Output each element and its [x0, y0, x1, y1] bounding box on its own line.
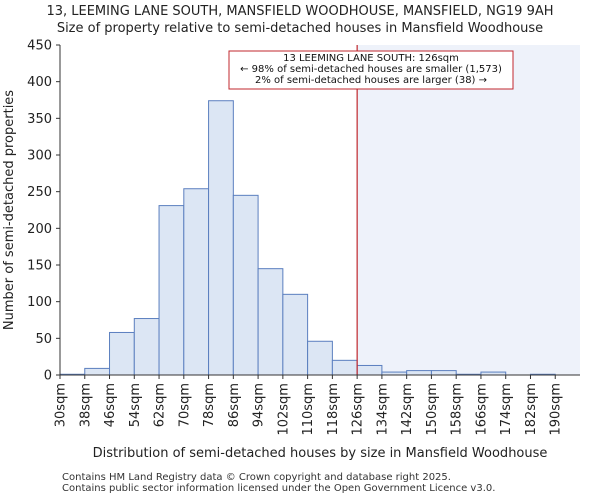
x-tick-label: 126sqm — [351, 383, 366, 436]
y-tick-label: 100 — [27, 295, 52, 310]
footer-line-1: Contains HM Land Registry data © Crown c… — [62, 472, 451, 483]
histogram-chart: 13 LEEMING LANE SOUTH: 126sqm ← 98% of s… — [2, 39, 580, 461]
y-tick-label: 450 — [27, 39, 52, 54]
x-tick-label: 118sqm — [326, 383, 341, 436]
histogram-bar — [158, 205, 185, 376]
x-axis-title: Distribution of semi-detached houses by … — [93, 446, 548, 461]
histogram-bar — [183, 188, 210, 376]
chart-title: 13, LEEMING LANE SOUTH, MANSFIELD WOODHO… — [46, 4, 554, 19]
y-axis-title: Number of semi-detached properties — [2, 90, 17, 330]
annotation-line-2: ← 98% of semi-detached houses are smalle… — [240, 64, 502, 75]
histogram-bar — [257, 268, 284, 376]
histogram-bar — [282, 293, 309, 376]
x-tick-label: 134sqm — [375, 383, 390, 436]
y-tick-label: 0 — [44, 369, 52, 384]
annotation-frame — [228, 50, 514, 90]
x-tick-label: 174sqm — [499, 383, 514, 436]
footer-line-2: Contains public sector information licen… — [62, 483, 496, 494]
x-tick-label: 46sqm — [103, 383, 118, 427]
x-tick-label: 182sqm — [524, 383, 539, 436]
histogram-bar — [133, 318, 160, 376]
x-tick-label: 94sqm — [252, 383, 267, 427]
x-tick-label: 150sqm — [425, 383, 440, 436]
histogram-bar — [430, 370, 457, 376]
annotation-line-3: 2% of semi-detached houses are larger (3… — [255, 75, 487, 86]
y-tick-label: 400 — [27, 75, 52, 90]
y-tick-label: 300 — [27, 149, 52, 164]
histogram-bar — [109, 331, 135, 376]
x-tick-label: 142sqm — [400, 383, 415, 436]
x-tick-label: 110sqm — [301, 383, 316, 436]
y-tick-label: 50 — [35, 332, 52, 347]
y-tick-label: 150 — [27, 259, 52, 274]
y-tick-label: 350 — [27, 112, 52, 127]
annotation-box: 13 LEEMING LANE SOUTH: 126sqm ← 98% of s… — [228, 50, 514, 90]
x-tick-label: 158sqm — [450, 383, 465, 436]
annotation-line-1: 13 LEEMING LANE SOUTH: 126sqm — [283, 53, 459, 64]
x-tick-label: 30sqm — [54, 383, 69, 427]
y-tick-label: 200 — [27, 222, 52, 237]
x-tick-label: 102sqm — [276, 383, 291, 436]
x-tick-label: 38sqm — [78, 383, 93, 427]
x-tick-label: 190sqm — [549, 383, 564, 436]
histogram-bar — [331, 359, 358, 376]
x-tick-label: 70sqm — [177, 383, 192, 427]
x-tick-label: 78sqm — [202, 383, 217, 427]
y-tick-label: 250 — [27, 185, 52, 200]
histogram-bar — [406, 370, 432, 376]
x-tick-label: 86sqm — [227, 383, 242, 427]
histogram-bar — [356, 364, 383, 376]
x-tick-label: 62sqm — [153, 383, 168, 427]
x-tick-label: 166sqm — [474, 383, 489, 436]
histogram-bar — [307, 340, 333, 376]
histogram-bar — [232, 194, 259, 376]
histogram-bar — [208, 100, 234, 376]
chart-subtitle: Size of property relative to semi-detach… — [56, 21, 544, 36]
x-tick-label: 54sqm — [128, 383, 143, 427]
footer: Contains HM Land Registry data © Crown c… — [62, 472, 495, 494]
histogram-bar — [84, 367, 111, 376]
plot-highlight-region — [357, 45, 580, 375]
